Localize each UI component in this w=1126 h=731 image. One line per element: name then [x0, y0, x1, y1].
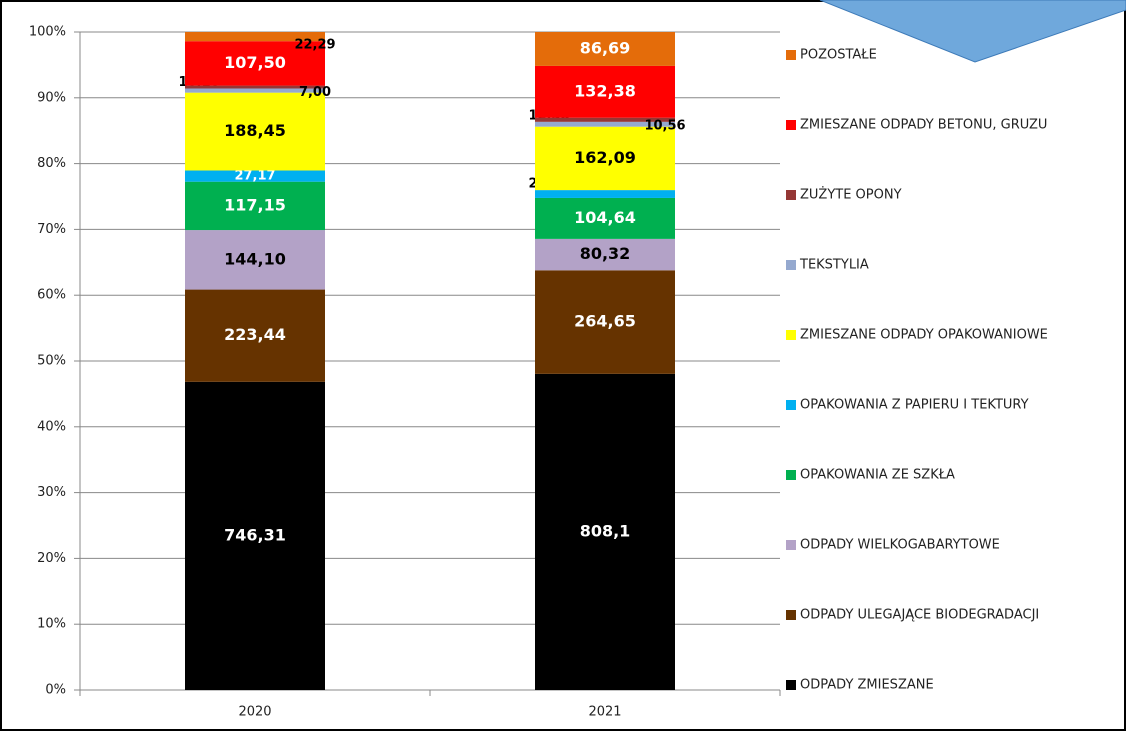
value-label: 162,09: [574, 148, 636, 167]
value-label: 117,15: [224, 195, 286, 214]
y-tick-label: 40%: [37, 419, 66, 434]
y-tick-label: 50%: [37, 354, 66, 369]
value-label: 80,32: [580, 244, 631, 263]
bar-segment: [185, 289, 325, 382]
bar-segment: [185, 85, 325, 89]
y-tick-label: 30%: [37, 485, 66, 500]
legend-label: TEKSTYLIA: [799, 258, 869, 273]
value-label: 808,1: [580, 521, 631, 540]
legend-label: ZMIESZANE ODPADY BETONU, GRUZU: [800, 118, 1047, 133]
x-tick-label: 2021: [588, 705, 621, 720]
value-label: 22,29: [294, 38, 335, 53]
y-tick-label: 90%: [37, 90, 66, 105]
legend-swatch: [786, 610, 796, 620]
bar-segment: [185, 41, 325, 86]
value-label: 10,56: [644, 118, 685, 133]
value-label: 144,10: [224, 249, 286, 268]
value-label: 7,00: [299, 85, 331, 100]
value-label: 86,69: [580, 38, 631, 57]
value-label: 104,64: [574, 208, 636, 227]
legend-label: OPAKOWANIA Z PAPIERU I TEKTURY: [800, 398, 1029, 413]
y-tick-label: 100%: [29, 25, 66, 40]
legend-swatch: [786, 470, 796, 480]
legend-label: OPAKOWANIA ZE SZKŁA: [800, 468, 955, 483]
bar-segment: [185, 181, 325, 231]
bar-segment: [535, 121, 675, 127]
decoration: [819, 0, 1126, 63]
y-tick-label: 70%: [37, 222, 66, 237]
legend-swatch: [786, 120, 796, 130]
y-tick-label: 20%: [37, 551, 66, 566]
value-label: 132,38: [574, 81, 636, 100]
value-label: 188,45: [224, 121, 286, 140]
x-tick-label: 2020: [238, 705, 271, 720]
bar-segment: [535, 373, 675, 690]
value-label: 264,65: [574, 312, 636, 331]
bar-segment: [185, 32, 325, 42]
bar-segment: [535, 238, 675, 271]
legend-label: POZOSTAŁE: [800, 48, 877, 63]
value-label: 223,44: [224, 325, 286, 344]
legend-label: ODPADY ULEGAJĄCE BIODEGRADACJI: [800, 608, 1039, 623]
legend-label: ZMIESZANE ODPADY OPAKOWANIOWE: [800, 328, 1048, 343]
bar-segment: [535, 117, 675, 122]
bar-segment: [185, 170, 325, 182]
legend-swatch: [786, 400, 796, 410]
bar-segment: [535, 270, 675, 374]
legend-label: ZUŻYTE OPONY: [800, 187, 902, 203]
bar-segment: [185, 230, 325, 290]
bar-segment: [535, 32, 675, 66]
legend-swatch: [786, 540, 796, 550]
value-label: 27,17: [234, 169, 275, 184]
bar-segment: [185, 88, 325, 93]
legend-swatch: [786, 190, 796, 200]
value-label: 107,50: [224, 53, 286, 72]
legend-label: ODPADY ZMIESZANE: [800, 678, 934, 693]
y-tick-label: 10%: [37, 617, 66, 632]
legend-swatch: [786, 680, 796, 690]
legend-swatch: [786, 330, 796, 340]
bar-segment: [185, 381, 325, 690]
y-tick-label: 0%: [45, 683, 66, 698]
y-tick-label: 80%: [37, 156, 66, 171]
legend-swatch: [786, 50, 796, 60]
y-tick-label: 60%: [37, 288, 66, 303]
bar-segment: [535, 65, 675, 118]
bar-segment: [535, 126, 675, 191]
value-label: 746,31: [224, 525, 286, 544]
bar-segment: [535, 190, 675, 198]
legend-label: ODPADY WIELKOGABARYTOWE: [800, 538, 1000, 553]
bar-segment: [185, 92, 325, 171]
bar-segment: [535, 197, 675, 239]
legend-swatch: [786, 260, 796, 270]
